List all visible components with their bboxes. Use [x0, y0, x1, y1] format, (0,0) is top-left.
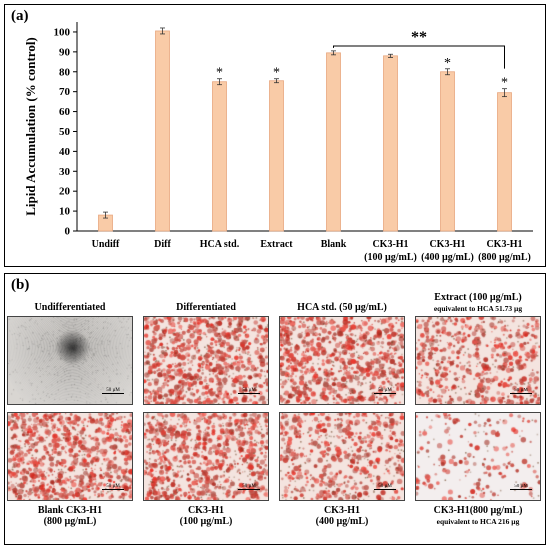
scale-bar [374, 489, 396, 490]
y-tick-label: 80 [59, 66, 71, 78]
scale-bar [238, 393, 260, 394]
micro-image-undifferentiated: 50 µM [7, 316, 133, 405]
x-tick-label-line2: (400 µg/mL) [421, 252, 474, 263]
bar [155, 30, 170, 232]
micro-title-blank-ck3-h1: Blank CK3-H1 (800 µg/mL) [37, 505, 103, 527]
micro-title-ck3-h1-100: CK3-H1 (100 µg/mL) [179, 505, 233, 527]
x-tick-label-line2: (800 µg/mL) [478, 252, 531, 263]
scale-bar [238, 489, 260, 490]
scale-bar-label: 50 µM [514, 388, 528, 393]
y-tick-label: 60 [59, 106, 71, 118]
scale-bar-label: 50 µM [378, 484, 392, 489]
significance-marker: * [444, 56, 451, 71]
x-tick-label: Diff [154, 239, 171, 250]
y-tick-label: 70 [59, 86, 71, 98]
scale-bar-label: 50 µM [106, 388, 120, 393]
lipid-bar-chart: 0 10 20 30 40 50 60 70 80 90 100 Lipid Accumulation… [23, 22, 533, 263]
x-tick-label: HCA std. [200, 239, 240, 250]
y-axis-label: Lipid Accumulation (% control) [23, 37, 38, 216]
y-tick-label: 100 [54, 26, 71, 38]
panel-a-letter: (a) [11, 8, 29, 24]
bar [269, 80, 284, 232]
micro-title-hca-std: HCA std. (50 µg/mL) [297, 302, 387, 313]
significance-marker: * [216, 66, 223, 81]
x-tick-label: CK3-H1 [486, 239, 522, 250]
y-tick-label: 30 [59, 166, 71, 178]
micro-image-hca-std: 50 µM [279, 316, 405, 405]
significance-marker: * [273, 66, 280, 81]
scale-bar-label: 50 µM [378, 388, 392, 393]
y-tick-label: 50 [59, 126, 71, 138]
micro-image-blank-ck3-h1: 50 µM [7, 412, 133, 501]
scale-bar-label: 50 µM [242, 484, 256, 489]
bar [383, 55, 398, 232]
bar [212, 81, 227, 232]
y-tick-label: 20 [59, 186, 71, 198]
scale-bar-label: 50 µM [242, 388, 256, 393]
y-tick-label: 90 [59, 46, 71, 58]
x-tick-label: CK3-H1 [429, 239, 465, 250]
x-tick-label: Blank [321, 239, 347, 250]
scale-bar [102, 489, 124, 490]
y-tick-label: 0 [65, 226, 71, 238]
micro-title-extract: Extract (100 µg/mL) equivalent to HCA 51.… [433, 292, 523, 313]
micro-image-ck3-h1-800: 50 µM [415, 412, 541, 501]
micro-image-extract: 50 µM [415, 316, 541, 405]
micro-image-differentiated: 50 µM [143, 316, 269, 405]
panel-b: (b) Undifferentiated Differentiated HCA … [4, 273, 546, 545]
scale-bar [510, 489, 532, 490]
significance-bracket [333, 45, 505, 69]
bar [326, 52, 341, 232]
bar [440, 71, 455, 232]
micro-image-ck3-h1-100: 50 µM [143, 412, 269, 501]
micro-title-differentiated: Differentiated [176, 302, 236, 313]
panel-a: (a) 0 10 20 30 40 50 60 70 80 90 100 Lipid Accumula… [4, 4, 546, 267]
bracket-label: ** [411, 29, 427, 46]
x-tick-label: Extract [260, 239, 293, 250]
scale-bar [510, 393, 532, 394]
scale-bar-label: 50 µM [514, 484, 528, 489]
y-tick-label: 10 [59, 206, 71, 218]
bar [497, 92, 512, 232]
micro-title-undifferentiated: Undifferentiated [34, 302, 106, 313]
panel-b-letter: (b) [11, 277, 30, 293]
significance-marker: * [501, 76, 508, 91]
y-tick-label: 40 [59, 146, 71, 158]
x-tick-label: Undiff [92, 239, 120, 250]
micro-title-ck3-h1-800: CK3-H1(800 µg/mL) equivalent to HCA 216 µ… [433, 505, 523, 526]
x-tick-label: CK3-H1 [372, 239, 408, 250]
scale-bar-label: 50 µM [106, 484, 120, 489]
micro-title-ck3-h1-400: CK3-H1 (400 µg/mL) [315, 505, 369, 527]
micro-image-ck3-h1-400: 50 µM [279, 412, 405, 501]
scale-bar [102, 393, 124, 394]
scale-bar [374, 393, 396, 394]
x-tick-label-line2: (100 µg/mL) [364, 252, 417, 263]
